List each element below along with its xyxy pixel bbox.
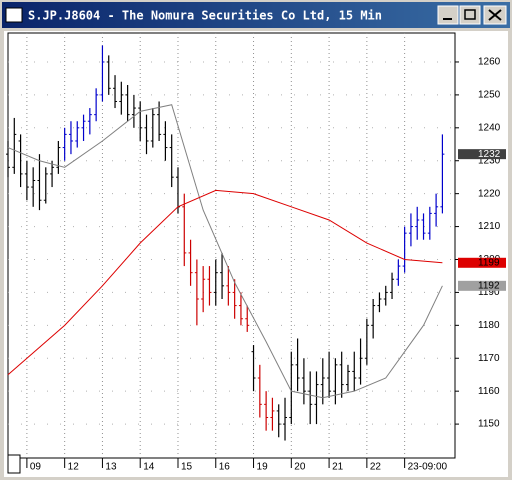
y-tick-label: 1240: [478, 122, 501, 133]
app-icon: [5, 7, 23, 23]
x-tick-label: 19: [257, 462, 269, 473]
x-tick-label: 12: [68, 462, 80, 473]
plot-frame: [7, 32, 456, 459]
y-tick-label: 1170: [478, 353, 500, 364]
minimize-button[interactable]: [437, 5, 459, 25]
y-tick-label: 1210: [478, 221, 501, 232]
window-title: S.JP.J8604 - The Nomura Securities Co Lt…: [28, 9, 382, 23]
y-tick-label: 1150: [478, 419, 500, 430]
x-tick-label: 22: [370, 462, 382, 473]
price-marker-label: 1232: [478, 149, 501, 160]
y-tick-label: 1220: [478, 188, 501, 199]
chart-area: [4, 31, 508, 477]
x-tick-label: 23-09:00: [408, 462, 448, 473]
x-tick-label: 09: [30, 462, 42, 473]
y-tick-label: 1190: [478, 287, 500, 298]
maximize-icon: [464, 9, 476, 20]
x-tick-label: 13: [105, 462, 117, 473]
price-marker-label: 1192: [478, 280, 500, 291]
maximize-button[interactable]: [459, 5, 481, 25]
y-tick-label: 1230: [478, 155, 501, 166]
y-tick-label: 1180: [478, 320, 500, 331]
moving-average: [7, 189, 443, 376]
y-tick-label: 1160: [478, 386, 500, 397]
close-icon: [488, 9, 502, 21]
x-tick-label: 21: [332, 462, 344, 473]
price-marker: [458, 280, 506, 291]
moving-average: [7, 104, 443, 399]
scroll-box[interactable]: [7, 454, 21, 474]
title-bar: [2, 2, 510, 28]
x-tick-label: 20: [294, 462, 306, 473]
y-tick-label: 1250: [478, 90, 501, 101]
y-tick-label: 1260: [478, 57, 501, 68]
price-marker: [458, 257, 506, 268]
x-tick-label: 14: [143, 462, 155, 473]
price-marker-label: 1199: [478, 257, 500, 268]
x-tick-label: 16: [219, 462, 231, 473]
price-marker: [458, 149, 506, 160]
x-tick-label: 15: [181, 462, 193, 473]
